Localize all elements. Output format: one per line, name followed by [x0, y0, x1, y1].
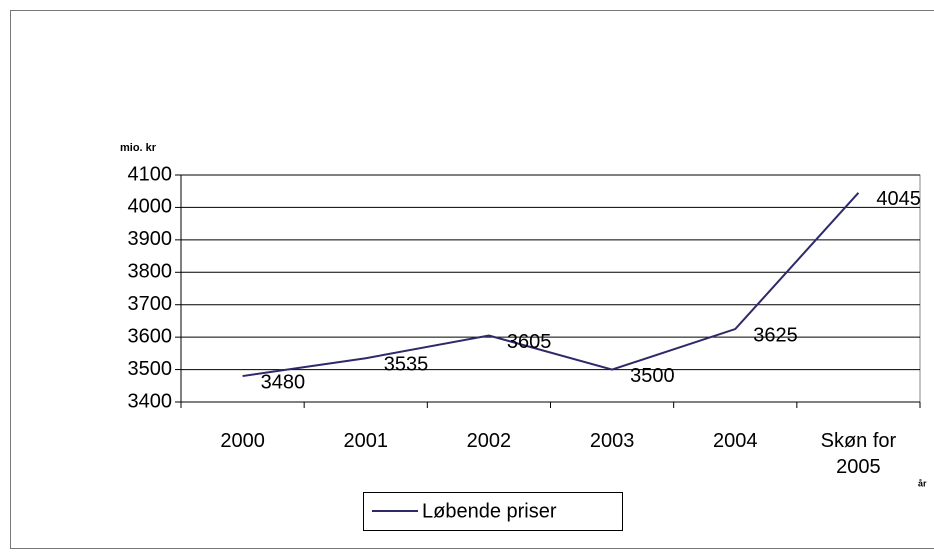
- y-axis-label: mio. kr: [120, 142, 157, 154]
- x-axis-label: år: [918, 478, 927, 488]
- data-label: 4045: [876, 188, 921, 210]
- x-tick-label: Skøn for 2005: [820, 430, 897, 478]
- series-line: [242, 192, 860, 378]
- y-tick-label: 3900: [128, 228, 173, 250]
- legend-label: Løbende priser: [422, 500, 557, 522]
- x-tick-label: 2004: [712, 430, 758, 452]
- plot-area: [180, 174, 921, 403]
- data-label: 3625: [753, 324, 798, 346]
- x-tick-label: 2001: [343, 430, 388, 452]
- data-label: 3605: [507, 331, 551, 353]
- data-label: 3480: [261, 371, 306, 393]
- x-tick-label: 2002: [466, 430, 512, 452]
- y-tick-label: 3400: [128, 390, 173, 412]
- y-tick-label: 3700: [128, 293, 173, 315]
- data-label: 3500: [630, 365, 675, 387]
- y-tick-label: 3800: [128, 261, 173, 283]
- y-tick-label: 3600: [128, 325, 173, 347]
- data-label: 3535: [384, 354, 429, 376]
- y-tick-label: 4000: [128, 196, 173, 218]
- x-tick-label: 2000: [220, 430, 265, 452]
- y-tick-label: 4100: [128, 163, 173, 185]
- y-tick-label: 3500: [128, 358, 173, 380]
- x-tick-label: 2003: [589, 430, 635, 452]
